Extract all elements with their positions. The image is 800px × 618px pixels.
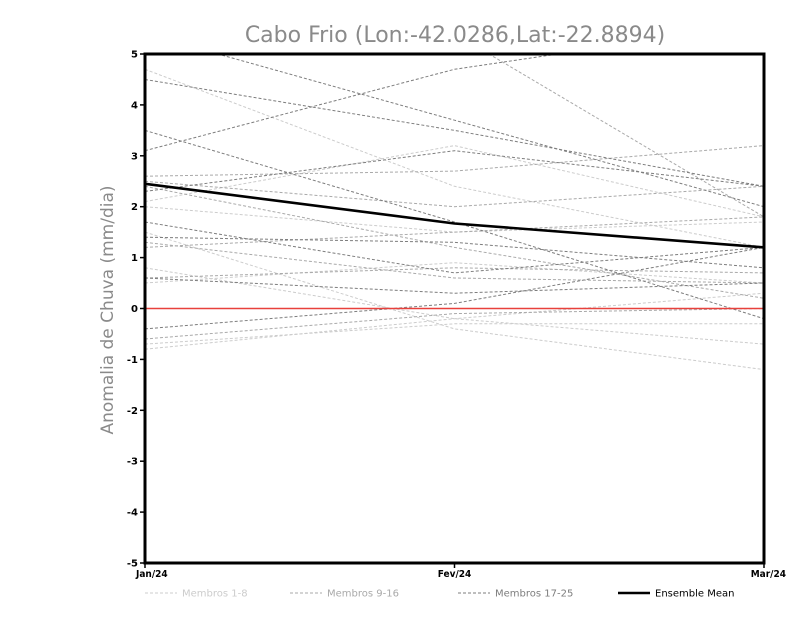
member-line-g1-5 (145, 262, 764, 284)
x-tick-label: Jan/24 (135, 569, 168, 580)
member-line-g3-9 (216, 54, 764, 208)
member-line-g2-3 (145, 180, 764, 208)
x-tick-label: Fev/24 (438, 569, 472, 580)
series-layer (145, 54, 764, 371)
y-tick-label: 0 (131, 304, 138, 315)
chart-title: Cabo Frio (Lon:-42.0286,Lat:-22.8894) (245, 23, 665, 48)
member-line-g1-4 (145, 267, 764, 345)
member-line-g3-4 (145, 150, 764, 192)
member-line-g3-1 (145, 79, 764, 187)
member-line-g3-7 (145, 277, 764, 294)
y-tick-label: 1 (131, 253, 138, 264)
ensemble-mean-line (145, 182, 764, 249)
legend-label: Ensemble Mean (655, 589, 734, 600)
y-tick-label: 3 (131, 151, 138, 162)
y-tick-label: -3 (127, 457, 138, 468)
legend: Membros 1-8 Membros 9-16 Membros 17-25 Ense… (145, 589, 734, 600)
member-line-g1-3 (145, 206, 764, 233)
member-line-g2-5 (145, 267, 764, 279)
y-tick-label: 5 (131, 50, 138, 61)
member-line-g3-5 (145, 221, 764, 274)
member-line-g3-8 (145, 246, 764, 330)
member-line-g2-4 (145, 216, 764, 248)
y-axis-label: Anomalia de Chuva (mm/dia) (98, 185, 118, 434)
x-axis-ticks: Jan/24 Fev/24 Mar/24 (135, 563, 786, 580)
member-line-g1-1 (145, 68, 764, 248)
mean-layer (145, 182, 764, 310)
legend-label: Membros 1-8 (182, 589, 248, 600)
legend-label: Membros 9-16 (327, 589, 399, 600)
y-tick-label: -2 (127, 406, 138, 417)
member-line-g1-6 (145, 323, 764, 345)
legend-label: Membros 17-25 (495, 589, 573, 600)
x-tick-label: Mar/24 (751, 569, 786, 580)
y-tick-label: -1 (127, 355, 138, 366)
member-line-g1-7 (145, 231, 764, 371)
member-line-g2-6 (145, 185, 764, 299)
member-line-g3-2 (145, 54, 562, 152)
member-line-g2-8 (145, 308, 764, 340)
member-line-g2-1 (145, 54, 764, 218)
y-tick-label: -4 (127, 508, 138, 519)
member-line-g3-3 (145, 129, 764, 320)
member-line-g2-2 (145, 145, 764, 177)
y-tick-label: 2 (131, 202, 138, 213)
y-tick-label: -5 (127, 559, 138, 570)
member-line-g3-6 (145, 236, 764, 269)
y-axis-ticks: -5 -4 -3 -2 -1 0 1 2 3 4 5 (127, 50, 145, 570)
y-tick-label: 4 (131, 100, 138, 111)
member-line-g1-8 (145, 292, 764, 350)
member-line-g2-7 (145, 241, 764, 284)
